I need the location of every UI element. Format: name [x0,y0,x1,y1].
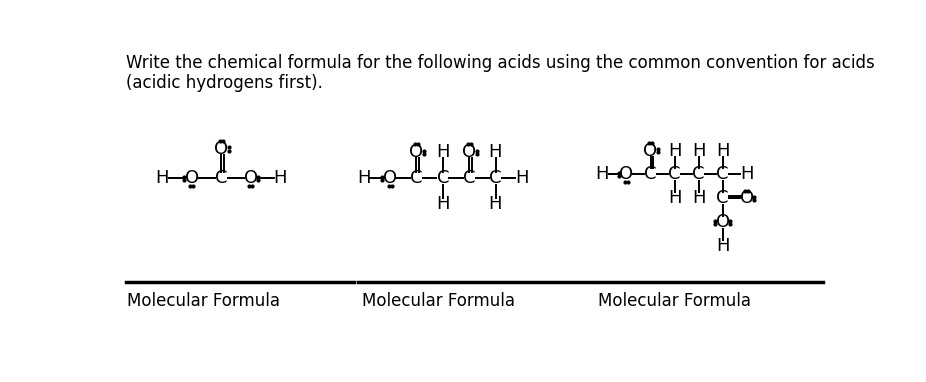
Text: C: C [717,189,729,207]
Text: O: O [619,165,633,183]
Text: H: H [436,143,449,161]
Text: C: C [436,169,449,187]
Text: H: H [273,169,287,187]
Text: C: C [644,165,657,183]
Text: Molecular Formula: Molecular Formula [598,292,751,310]
Text: H: H [156,169,169,187]
Text: H: H [668,142,682,160]
Text: O: O [716,213,730,231]
Text: H: H [716,237,730,255]
Text: H: H [595,165,609,183]
Text: H: H [716,142,730,160]
Text: O: O [644,142,657,160]
Text: O: O [409,143,423,161]
Text: H: H [668,189,682,207]
Text: Molecular Formula: Molecular Formula [362,292,515,310]
Text: C: C [463,169,475,187]
Text: H: H [740,165,754,183]
Text: O: O [244,169,257,187]
Text: Write the chemical formula for the following acids using the common convention f: Write the chemical formula for the follo… [126,53,874,92]
Text: H: H [489,143,502,161]
Text: O: O [740,189,754,207]
Text: C: C [693,165,705,183]
Text: H: H [436,196,449,214]
Text: H: H [692,142,706,160]
Text: C: C [215,169,228,187]
Text: C: C [669,165,681,183]
Text: C: C [717,165,729,183]
Text: C: C [410,169,422,187]
Text: H: H [489,196,502,214]
Text: H: H [357,169,370,187]
Text: H: H [515,169,529,187]
Text: Molecular Formula: Molecular Formula [128,292,281,310]
Text: O: O [184,169,199,187]
Text: C: C [489,169,502,187]
Text: H: H [692,189,706,207]
Text: O: O [462,143,476,161]
Text: O: O [383,169,397,187]
Text: O: O [214,140,228,158]
